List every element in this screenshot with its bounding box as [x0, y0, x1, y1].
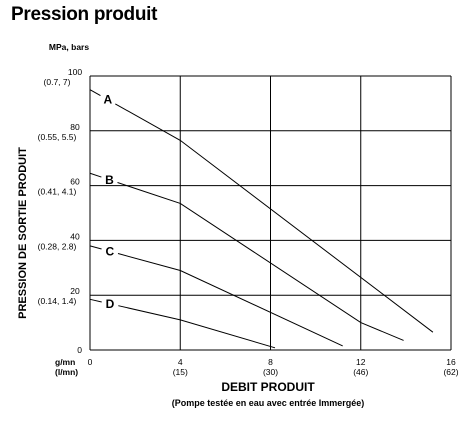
x-axis-subtitle: (Pompe testée en eau avec entrée Immergé…: [172, 398, 365, 408]
y-tick-label: 0: [77, 345, 82, 355]
series-label-d: D: [106, 297, 115, 311]
x-tick-label: 4: [178, 357, 183, 367]
x-axis-ticks: 0 4(15) 8(30) 12(46) 16(62): [88, 357, 459, 377]
y-tick-label: 20: [70, 286, 80, 296]
x-tick-sublabel: (62): [443, 367, 458, 377]
series-line-a: [115, 103, 434, 333]
y-tick-sublabel: (0.7, 7): [44, 77, 71, 87]
x-tick-label: 16: [446, 357, 456, 367]
x-tick-sublabel: (30): [263, 367, 278, 377]
y-tick-label: 40: [70, 231, 80, 241]
x-axis-title: DEBIT PRODUIT: [221, 380, 315, 394]
y-axis-ticks: 0 20(0.14, 1.4) 40(0.28, 2.8) 60(0.41, 4.1)…: [38, 67, 83, 355]
y-tick-sublabel: (0.41, 4.1): [38, 187, 77, 197]
series-line-d-start: [89, 298, 102, 303]
y-tick-sublabel: (0.55, 5.5): [38, 132, 77, 142]
chart-grid: [89, 75, 452, 351]
y-tick-label: 100: [68, 67, 82, 77]
y-tick-sublabel: (0.28, 2.8): [38, 241, 77, 251]
x-axis-units: g/mn: [55, 357, 75, 367]
series-line-c: [117, 253, 343, 347]
x-axis-units-sub: (l/mn): [55, 367, 78, 377]
x-tick-label: 8: [268, 357, 273, 367]
y-tick-label: 80: [70, 122, 80, 132]
series-label-b: B: [105, 173, 114, 187]
chart-series: A B C D: [89, 89, 434, 349]
y-axis-units: MPa, bars: [49, 42, 89, 52]
series-line-b: [117, 182, 404, 341]
series-label-c: C: [105, 244, 114, 258]
x-tick-label: 0: [88, 357, 93, 367]
series-line-a-start: [89, 89, 101, 97]
y-tick-sublabel: (0.14, 1.4): [38, 296, 77, 306]
y-axis-title: PRESSION DE SORTIE PRODUIT: [17, 147, 29, 319]
series-line-b-start: [89, 172, 102, 178]
x-tick-label: 12: [356, 357, 366, 367]
series-line-c-start: [89, 245, 102, 250]
y-tick-label: 60: [70, 177, 80, 187]
page-title: Pression produit: [11, 4, 158, 25]
x-tick-sublabel: (46): [353, 367, 368, 377]
series-line-d: [118, 305, 276, 349]
series-label-a: A: [104, 93, 113, 107]
x-tick-sublabel: (15): [173, 367, 188, 377]
